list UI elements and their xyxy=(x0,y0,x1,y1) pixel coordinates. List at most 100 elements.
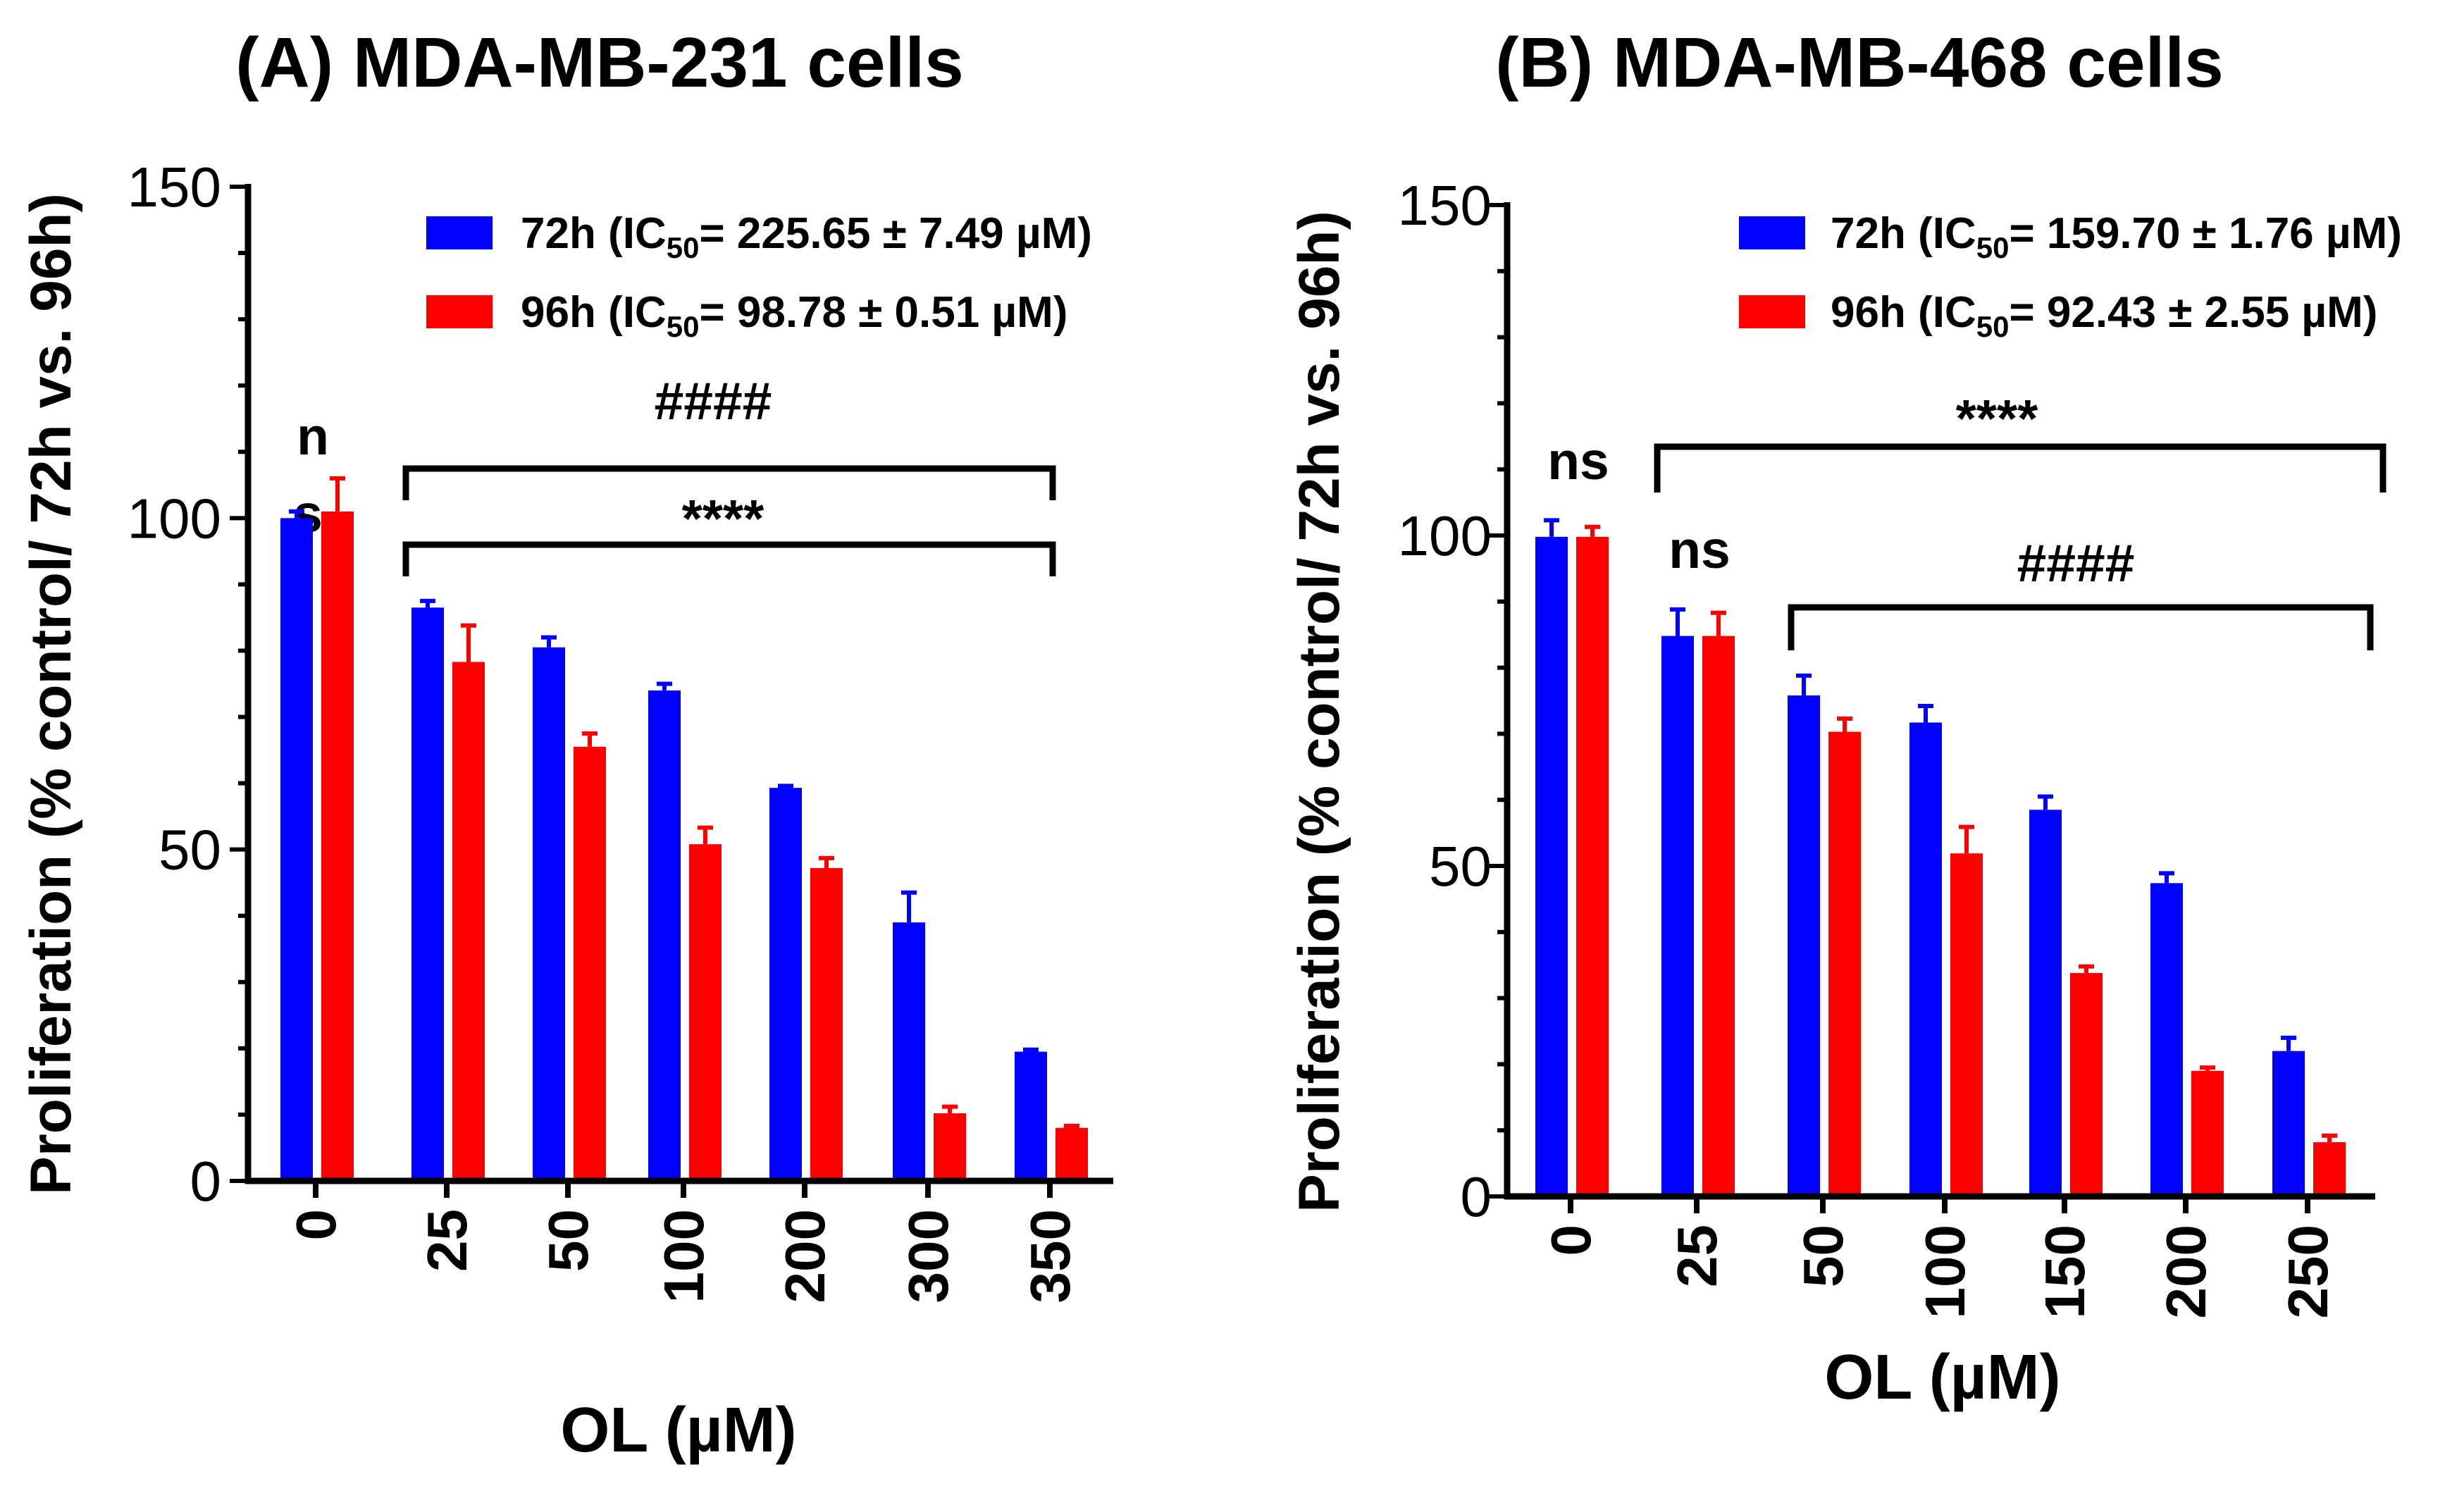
chart-a-y-tick-label: 50 xyxy=(159,819,221,881)
chart-a-bar-96h-0 xyxy=(321,511,354,1181)
chart-a-errorbar-72h-300 xyxy=(901,890,917,923)
chart-a-bar-96h-25 xyxy=(452,662,485,1181)
chart-b-errorbar-96h-25 xyxy=(1711,610,1726,636)
chart-a-errorbar-96h-100 xyxy=(698,825,713,845)
chart-a-bar-72h-0 xyxy=(280,518,313,1181)
chart-b-errorbar-96h-50 xyxy=(1837,716,1852,732)
chart-b-x-tick-label: 150 xyxy=(2033,1225,2096,1318)
chart-b-xlabel: OL (µM) xyxy=(1824,1342,2060,1413)
chart-a-hash: #### xyxy=(655,371,772,431)
chart-a-errorbar-96h-0 xyxy=(330,476,345,512)
chart-b-x-tick-label: 0 xyxy=(1540,1225,1602,1256)
chart-a-xlabel: OL (µM) xyxy=(560,1395,796,1466)
chart-a-errorbar-96h-25 xyxy=(461,623,476,662)
chart-b-bar-72h-200 xyxy=(2150,883,2183,1196)
chart-b-bar-96h-150 xyxy=(2070,972,2103,1196)
chart-a-bar-72h-100 xyxy=(648,690,681,1181)
chart-a-legend-label-96h: 96h (IC50= 98.78 ± 0.51 µM) xyxy=(521,288,1067,343)
chart-a-legend-swatch-96h xyxy=(426,295,493,328)
chart-a-bar-96h-300 xyxy=(934,1113,966,1181)
chart-a-bracket-hash xyxy=(402,465,1056,500)
chart-a-title: (A) MDA-MB-231 cells xyxy=(235,23,964,102)
chart-b-legend-label-96h: 96h (IC50= 92.43 ± 2.55 µM) xyxy=(1831,288,2377,343)
chart-a-legend-label-72h: 72h (IC50= 225.65 ± 7.49 µM) xyxy=(521,209,1092,264)
chart-b-bar-96h-25 xyxy=(1702,636,1735,1196)
chart-a-errorbar-72h-25 xyxy=(420,598,435,608)
chart-b-errorbar-96h-200 xyxy=(2200,1065,2215,1071)
chart-b-bracket-stars xyxy=(1654,443,2386,493)
chart-a-errorbar-72h-0 xyxy=(289,509,304,519)
chart-b-bar-96h-200 xyxy=(2191,1070,2224,1196)
chart-b-errorbar-72h-50 xyxy=(1796,673,1812,695)
chart-b-bar-96h-0 xyxy=(1576,536,1609,1196)
chart-a-errorbar-96h-300 xyxy=(942,1104,958,1114)
chart-a-x-tick-label: 350 xyxy=(1019,1209,1082,1303)
chart-a-bar-72h-25 xyxy=(411,607,444,1181)
chart-a-x-tick-label: 50 xyxy=(537,1209,600,1272)
chart-a-bar-96h-350 xyxy=(1055,1127,1088,1181)
chart-a-legend-swatch-72h xyxy=(426,216,493,249)
chart-a-bar-72h-50 xyxy=(533,647,565,1181)
chart-b-legend-swatch-72h xyxy=(1739,216,1805,249)
chart-a-y-tick-label: 0 xyxy=(190,1150,222,1213)
chart-b-ylabel: Proliferation (% control/ 72h vs. 96h) xyxy=(1287,211,1351,1213)
chart-a-y-tick-label: 150 xyxy=(128,156,221,218)
chart-a-bar-96h-200 xyxy=(810,868,843,1181)
chart-b-errorbar-96h-0 xyxy=(1585,524,1600,537)
chart-b-legend-label-72h: 72h (IC50= 159.70 ± 1.76 µM) xyxy=(1831,209,2402,264)
chart-b-bar-72h-250 xyxy=(2272,1051,2305,1196)
chart-b-hash: #### xyxy=(2017,533,2135,593)
chart-b-x-tick-label: 25 xyxy=(1666,1225,1728,1287)
chart-a-errorbar-96h-50 xyxy=(582,731,598,747)
chart-a-errorbar-72h-100 xyxy=(657,681,672,691)
chart-a-bar-96h-50 xyxy=(574,746,606,1181)
chart-a-errorbar-72h-50 xyxy=(541,635,557,648)
chart-a-bar-96h-100 xyxy=(689,844,722,1181)
chart-a-y-tick-label: 100 xyxy=(128,487,221,550)
chart-a-x-tick-label: 100 xyxy=(652,1209,715,1303)
chart-b-errorbar-72h-200 xyxy=(2159,871,2174,884)
chart-b-errorbar-72h-0 xyxy=(1544,518,1559,537)
chart-b-legend-swatch-96h xyxy=(1739,295,1805,328)
chart-b-bar-72h-100 xyxy=(1909,722,1942,1196)
chart-a-x-tick-label: 0 xyxy=(285,1209,347,1241)
chart-b-bracket-hash xyxy=(1788,604,2374,650)
chart-a-ns-n: n xyxy=(297,407,329,466)
chart-b-ns-25: ns xyxy=(1669,520,1731,579)
chart-b-bar-72h-25 xyxy=(1661,636,1694,1196)
chart-a-errorbar-72h-200 xyxy=(778,784,793,788)
chart-b-y-tick-label: 100 xyxy=(1398,504,1492,567)
chart-b-y-tick-label: 50 xyxy=(1429,835,1492,898)
chart-b-errorbar-96h-250 xyxy=(2322,1133,2337,1143)
chart-a-errorbar-96h-200 xyxy=(819,855,834,869)
chart-a-errorbar-72h-350 xyxy=(1023,1047,1039,1052)
chart-b-bar-96h-50 xyxy=(1828,731,1861,1196)
chart-b-ns-0: ns xyxy=(1547,431,1609,490)
chart-b-title: (B) MDA-MB-468 cells xyxy=(1495,23,2224,102)
chart-b-bar-96h-100 xyxy=(1950,853,1983,1196)
chart-a-x-tick-label: 25 xyxy=(416,1209,478,1272)
chart-a-x-tick-label: 300 xyxy=(897,1209,960,1303)
chart-b-stars: **** xyxy=(1956,389,2039,448)
chart-b-errorbar-72h-150 xyxy=(2038,794,2053,810)
chart-a-bar-72h-300 xyxy=(893,922,925,1181)
chart-b-bar-72h-50 xyxy=(1788,695,1820,1196)
chart-a-bar-72h-200 xyxy=(769,788,802,1181)
chart-a-stars: **** xyxy=(682,489,765,548)
chart-a-x-tick-label: 200 xyxy=(774,1209,836,1303)
chart-b-errorbar-96h-150 xyxy=(2079,964,2094,973)
chart-b-x-tick-label: 100 xyxy=(1914,1225,1976,1318)
chart-b-errorbar-72h-100 xyxy=(1918,704,1933,723)
chart-b-x-tick-label: 200 xyxy=(2155,1225,2217,1318)
chart-b-bar-72h-0 xyxy=(1535,536,1568,1196)
chart-b-bar-72h-150 xyxy=(2029,810,2062,1196)
chart-b-x-tick-label: 50 xyxy=(1792,1225,1855,1287)
chart-b-bar-96h-250 xyxy=(2313,1142,2346,1196)
chart-a-bracket-stars xyxy=(402,541,1056,576)
chart-a-errorbar-96h-350 xyxy=(1064,1123,1079,1128)
chart-b-errorbar-72h-25 xyxy=(1670,607,1685,636)
chart-b-errorbar-96h-100 xyxy=(1959,824,1974,854)
chart-b-y-tick-label: 0 xyxy=(1461,1165,1492,1228)
chart-b-y-tick-label: 150 xyxy=(1398,174,1492,237)
